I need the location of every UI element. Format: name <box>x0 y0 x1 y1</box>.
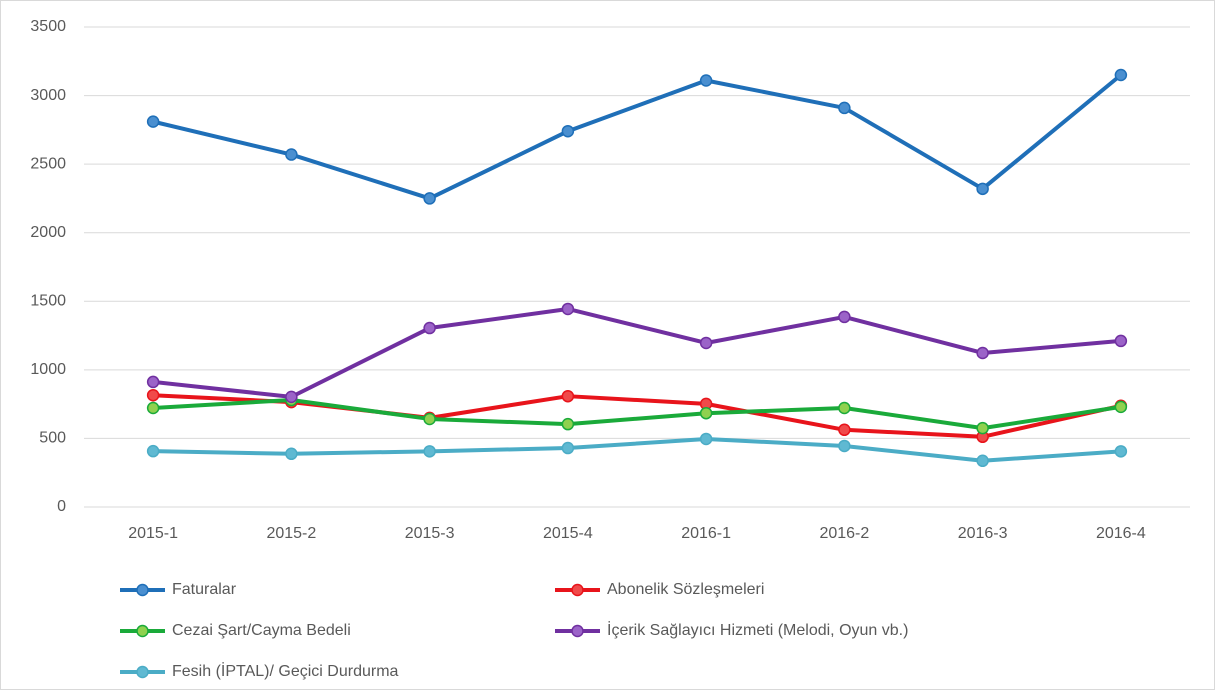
legend-marker <box>136 624 149 638</box>
data-point <box>838 439 851 453</box>
data-point <box>423 321 436 335</box>
data-point <box>838 310 851 324</box>
data-point <box>1114 68 1128 82</box>
data-point <box>838 101 851 115</box>
legend-label: İçerik Sağlayıcı Hizmeti (Melodi, Oyun v… <box>607 620 908 639</box>
y-tick-label: 500 <box>39 430 66 447</box>
data-point <box>561 417 575 431</box>
data-point <box>699 406 713 420</box>
legend-marker <box>571 624 584 638</box>
x-tick-label: 2016-1 <box>681 525 731 542</box>
data-point <box>838 423 851 437</box>
y-tick-label: 2500 <box>30 155 66 172</box>
series-line <box>152 73 1123 201</box>
data-point <box>285 447 298 461</box>
data-point <box>146 388 160 402</box>
data-point <box>976 346 989 360</box>
series-line <box>153 436 1122 463</box>
x-tick-label: 2016-4 <box>1096 525 1146 542</box>
data-point <box>423 412 436 426</box>
data-point <box>699 74 713 87</box>
y-tick-label: 0 <box>57 498 66 515</box>
legend-marker <box>136 665 149 679</box>
y-tick-label: 3000 <box>30 87 66 104</box>
data-point <box>146 401 160 415</box>
legend-label: Fesih (İPTAL)/ Geçici Durdurma <box>172 661 399 680</box>
data-point <box>1114 445 1128 458</box>
data-point <box>976 182 989 196</box>
data-point <box>976 454 989 468</box>
data-point <box>285 148 298 161</box>
data-point <box>1114 400 1128 414</box>
data-point <box>423 192 436 205</box>
data-point <box>838 401 851 415</box>
legend-marker <box>136 583 149 597</box>
data-point <box>699 432 713 446</box>
data-point <box>146 115 160 128</box>
data-point <box>423 445 436 458</box>
data-point <box>699 336 713 350</box>
y-tick-label: 2000 <box>30 224 66 241</box>
legend-label: Abonelik Sözleşmeleri <box>607 581 764 598</box>
series-line <box>152 306 1122 399</box>
x-tick-label: 2015-2 <box>266 525 316 542</box>
data-point <box>146 444 160 458</box>
data-point <box>561 302 575 316</box>
data-point <box>976 421 989 435</box>
y-tick-label: 3500 <box>30 18 66 35</box>
data-point <box>561 389 575 403</box>
data-point <box>561 441 575 455</box>
x-tick-label: 2016-2 <box>819 525 869 542</box>
series-line <box>153 398 1122 431</box>
data-point <box>285 390 298 404</box>
data-point <box>561 124 575 138</box>
x-tick-label: 2016-3 <box>958 525 1008 542</box>
x-tick-label: 2015-1 <box>128 525 178 542</box>
y-tick-label: 1500 <box>30 293 66 310</box>
data-point <box>1114 334 1128 348</box>
legend-marker <box>571 583 584 597</box>
y-tick-label: 1000 <box>30 361 66 378</box>
x-tick-label: 2015-3 <box>405 525 455 542</box>
legend-label: Faturalar <box>172 581 237 598</box>
data-point <box>146 375 160 389</box>
legend-label: Cezai Şart/Cayma Bedeli <box>172 622 351 639</box>
x-tick-label: 2015-4 <box>543 525 593 542</box>
